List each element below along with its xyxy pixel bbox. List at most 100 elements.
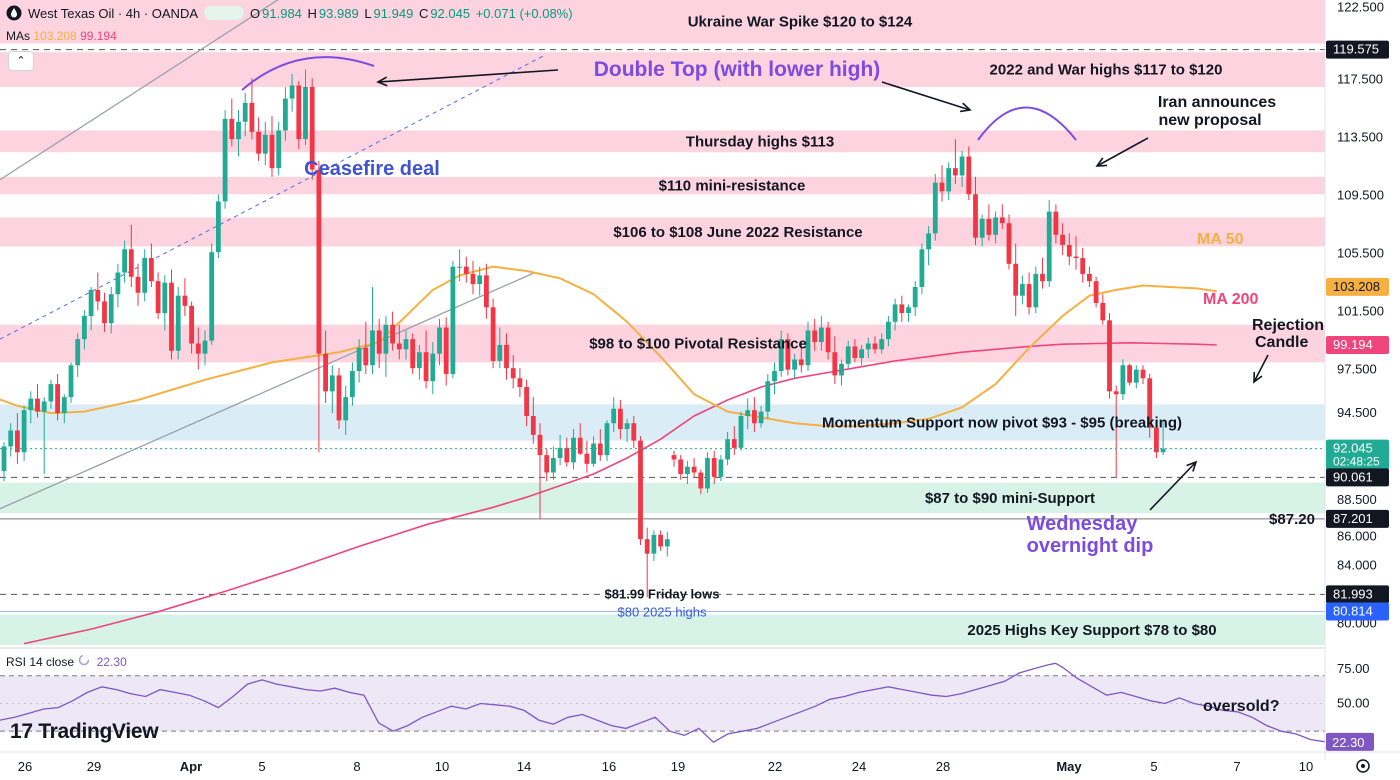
annotation-ma200: MA 200 bbox=[1203, 291, 1259, 308]
loading-icon bbox=[79, 654, 90, 666]
candle bbox=[999, 204, 1005, 230]
candle bbox=[88, 286, 94, 331]
candle-body bbox=[678, 459, 684, 474]
candle-body bbox=[1140, 369, 1146, 379]
candle-body bbox=[417, 352, 422, 369]
price-tag-label: 119.575 bbox=[1333, 42, 1379, 57]
candle-body bbox=[564, 447, 570, 463]
tradingview-logo[interactable]: 17 TradingView bbox=[10, 720, 159, 743]
arrow-shaft bbox=[881, 81, 971, 111]
price-tag: 90.061 bbox=[1326, 468, 1389, 487]
candle bbox=[731, 426, 737, 456]
candle-body bbox=[758, 411, 764, 424]
candle-body bbox=[242, 102, 248, 122]
candle-body bbox=[256, 131, 261, 154]
zone-label: $98 to $100 Pivotal Resistance bbox=[589, 336, 807, 353]
candle-body bbox=[698, 472, 704, 489]
candle bbox=[450, 260, 456, 379]
candle bbox=[1026, 272, 1032, 315]
price-tag: 119.575 bbox=[1326, 40, 1389, 59]
rsi-legend[interactable]: RSI 14 close 22.30 bbox=[6, 654, 127, 669]
rsi-pane: oversold? bbox=[0, 647, 1400, 744]
candle bbox=[993, 211, 998, 244]
candle bbox=[68, 362, 74, 403]
candle bbox=[115, 263, 121, 308]
candle bbox=[906, 304, 911, 322]
candle-body bbox=[115, 272, 121, 295]
price-tag-label: 87.201 bbox=[1333, 511, 1373, 526]
candle bbox=[1080, 247, 1086, 283]
zone-layer bbox=[0, 0, 1325, 645]
candle-body bbox=[350, 371, 355, 398]
candle-body bbox=[175, 295, 181, 351]
settings-gear-icon[interactable] bbox=[1356, 759, 1370, 773]
candle bbox=[832, 336, 838, 385]
candle-body bbox=[142, 258, 148, 293]
candle bbox=[1113, 385, 1119, 477]
candle bbox=[752, 397, 757, 432]
candle bbox=[1013, 243, 1019, 316]
candle-body bbox=[745, 410, 751, 416]
candle bbox=[1033, 266, 1039, 314]
candle bbox=[530, 397, 536, 444]
price-tag-bg bbox=[1326, 585, 1389, 604]
candle bbox=[242, 92, 248, 137]
candle bbox=[1120, 359, 1126, 401]
candle bbox=[229, 98, 235, 147]
candle-body bbox=[1073, 256, 1079, 258]
collapse-legend-button[interactable]: ⌃ bbox=[8, 51, 34, 71]
candle bbox=[376, 318, 382, 369]
candle bbox=[604, 420, 610, 461]
candle bbox=[202, 330, 208, 366]
candle bbox=[108, 286, 114, 334]
candle bbox=[517, 368, 523, 398]
arrow-head bbox=[1186, 460, 1198, 472]
candle-body bbox=[82, 315, 87, 340]
candle-body bbox=[195, 343, 201, 354]
candle-body bbox=[95, 289, 101, 302]
candle-body bbox=[671, 455, 677, 460]
candle bbox=[618, 400, 623, 440]
candle bbox=[410, 333, 416, 374]
candle bbox=[175, 286, 181, 360]
symbol-title[interactable]: West Texas Oil · 4h · OANDA bbox=[28, 5, 199, 21]
candle bbox=[778, 330, 784, 377]
price-tag-label: 99.194 bbox=[1333, 337, 1373, 352]
x-tick-label: 10 bbox=[435, 759, 449, 774]
candle-body bbox=[396, 343, 402, 350]
candle bbox=[169, 269, 174, 360]
candle-body bbox=[376, 330, 382, 354]
ma-legend[interactable]: MAs 103.208 99.194 bbox=[6, 29, 117, 43]
candle-body bbox=[597, 443, 603, 456]
x-tick-label: 28 bbox=[936, 759, 950, 774]
candle bbox=[1140, 365, 1146, 385]
market-status-pill[interactable] bbox=[204, 6, 245, 20]
candle-body bbox=[839, 363, 844, 376]
zone-band bbox=[0, 482, 1325, 514]
level-layer bbox=[0, 49, 1325, 612]
candle-body bbox=[48, 384, 54, 402]
x-tick-label: 5 bbox=[1150, 759, 1157, 774]
candle-body bbox=[269, 134, 275, 169]
candle-body bbox=[236, 121, 241, 140]
candle bbox=[524, 379, 529, 427]
candle-body bbox=[1127, 365, 1132, 383]
candle-body bbox=[919, 249, 925, 287]
candle bbox=[611, 397, 617, 432]
ohlc-values: O 91.984 H 93.989 L 91.949 C 92.045 +0.071 (… bbox=[250, 5, 573, 21]
trendline bbox=[0, 271, 536, 510]
price-tag-bg bbox=[1326, 509, 1389, 528]
candle bbox=[705, 452, 710, 493]
candle-body bbox=[510, 368, 516, 379]
candle bbox=[551, 446, 556, 480]
candle-body bbox=[705, 458, 710, 489]
candle-body bbox=[939, 182, 945, 192]
price-tag-bg bbox=[1326, 602, 1389, 621]
candle bbox=[1046, 200, 1052, 287]
candle bbox=[953, 139, 958, 185]
candle-body bbox=[685, 466, 690, 474]
candle-body bbox=[222, 118, 228, 202]
price-tag: 103.208 bbox=[1326, 277, 1389, 296]
candle bbox=[296, 81, 302, 150]
